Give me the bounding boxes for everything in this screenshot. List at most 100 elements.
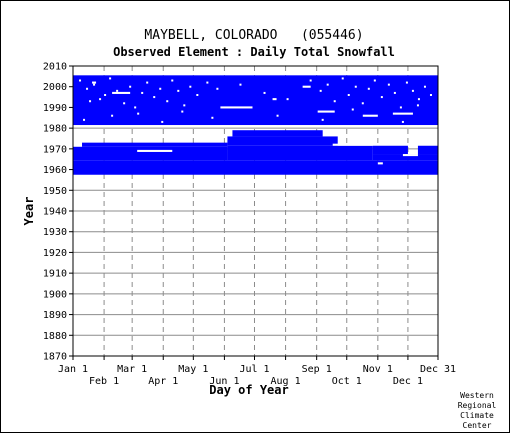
missing-day-8 [129,85,132,88]
missing-day-19 [196,94,199,96]
missing-day-49 [401,120,404,123]
missing-gap-5 [200,139,223,142]
data-block-0 [73,160,438,175]
x-tick-label-mar-1: Mar 1 [117,364,147,375]
missing-day-6 [116,89,119,92]
y-tick-label-1880: 1880 [43,331,67,342]
missing-day-23 [263,91,266,94]
missing-day-38 [399,106,402,109]
missing-day-18 [189,85,192,88]
missing-day-12 [153,96,156,99]
missing-gap-7 [402,154,418,157]
y-tick-label-1890: 1890 [43,310,67,321]
x-tick-label-apr-1: Apr 1 [148,376,178,387]
x-tick-label-sep-1: Sep 1 [302,364,332,375]
missing-day-28 [333,100,336,103]
missing-gap-10 [302,85,311,88]
chart-subtitle: Observed Element : Daily Total Snowfall [113,45,395,59]
missing-day-26 [319,89,322,92]
missing-gap-4 [392,112,413,115]
missing-day-1 [86,87,89,90]
credit-line-4: Center [463,421,492,430]
missing-day-33 [367,87,370,90]
data-block-2 [82,142,228,147]
x-tick-label-nov-1: Nov 1 [363,364,393,375]
missing-day-37 [393,91,396,94]
credit-line-1: Western [460,391,494,400]
y-tick-label-1990: 1990 [43,103,67,114]
credit-line-3: Climate [460,411,494,420]
missing-day-39 [405,81,408,84]
missing-day-11 [146,81,149,84]
missing-day-41 [417,98,420,101]
missing-day-21 [216,87,219,90]
missing-day-43 [429,94,432,96]
missing-day-35 [380,96,383,99]
missing-day-29 [341,77,344,80]
missing-day-42 [423,85,426,88]
missing-gap-1 [220,106,253,109]
missing-day-22 [239,83,242,86]
missing-day-0 [79,79,82,82]
data-block-4 [227,136,338,146]
missing-day-25 [309,79,312,82]
missing-day-48 [321,118,324,121]
missing-day-14 [166,100,169,103]
missing-day-30 [347,94,350,96]
y-axis-title: Year [22,197,36,226]
missing-day-36 [387,83,390,86]
missing-day-50 [89,100,92,103]
missing-day-24 [286,98,289,101]
data-layer [73,75,438,175]
missing-day-32 [361,102,364,105]
missing-day-16 [177,89,180,92]
missing-day-51 [137,112,140,115]
data-block-5 [232,130,323,137]
missing-day-15 [171,79,174,82]
missing-day-17 [183,104,186,107]
y-tick-label-1930: 1930 [43,227,67,238]
y-tick-label-2010: 2010 [43,62,67,73]
y-tick-label-1960: 1960 [43,165,67,176]
y-tick-label-1910: 1910 [43,269,67,280]
y-tick-label-1900: 1900 [43,289,67,300]
x-tick-label-feb-1: Feb 1 [89,376,119,387]
y-tick-label-1870: 1870 [43,352,67,363]
missing-day-9 [134,106,137,109]
missing-day-10 [141,91,144,94]
missing-day-2 [93,83,96,86]
axes: 1870 1880 1890 1900 1910 1920 1930 1940 1950 1960… [43,62,456,388]
missing-day-46 [161,120,164,123]
y-tick-label-1920: 1920 [43,248,67,259]
chart-title: MAYBELL, COLORADO (055446) [144,28,363,43]
data-block-6 [372,154,438,161]
missing-day-3 [99,98,102,101]
x-tick-label-jul-1: Jul 1 [239,364,269,375]
missing-day-40 [411,89,414,92]
x-tick-label-oct-1: Oct 1 [332,376,362,387]
missing-day-47 [211,116,214,119]
missing-day-4 [104,94,107,96]
missing-day-45 [111,114,114,117]
missing-day-31 [354,85,357,88]
missing-day-52 [181,110,184,113]
missing-day-55 [416,104,419,107]
y-tick-label-1970: 1970 [43,144,67,155]
y-tick-label-1950: 1950 [43,186,67,197]
x-tick-label-may-1: May 1 [178,364,208,375]
missing-gap-9 [377,162,383,165]
missing-day-7 [123,102,126,105]
missing-gap-6 [332,143,373,146]
y-tick-label-1940: 1940 [43,207,67,218]
missing-day-34 [373,79,376,82]
missing-day-27 [326,83,329,86]
missing-gap-0 [112,91,131,94]
x-tick-label-dec-1: Dec 1 [393,376,423,387]
missing-day-44 [83,118,86,121]
missing-gap-2 [317,110,335,113]
data-block-1 [73,146,228,161]
x-tick-label-jan-1: Jan 1 [58,364,88,375]
missing-gap-3 [362,114,378,117]
